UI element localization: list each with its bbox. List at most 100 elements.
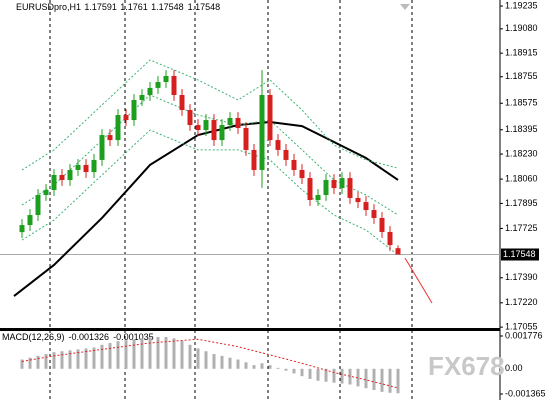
candle-body	[67, 169, 73, 180]
macd-bar	[204, 351, 208, 369]
macd-bar	[156, 337, 160, 369]
macd-bar	[36, 355, 40, 369]
macd-bar	[76, 349, 80, 369]
indicator-line	[21, 59, 399, 171]
macd-bar	[28, 357, 32, 369]
candle-body	[363, 202, 369, 211]
macd-bar	[348, 368, 352, 385]
candle-body	[347, 178, 353, 198]
candle-body	[299, 169, 305, 179]
candle-body	[91, 159, 97, 173]
candle-body	[267, 94, 273, 141]
macd-bar	[68, 350, 72, 369]
candle-body	[235, 117, 241, 128]
macd-bar	[92, 347, 96, 369]
macd-bar	[380, 368, 384, 392]
trend-line	[404, 257, 433, 304]
last-price-box	[501, 248, 539, 261]
header-low: 1.17548	[151, 2, 184, 12]
macd-bar	[140, 338, 144, 369]
header-close: 1.17548	[188, 2, 221, 12]
macd-bar	[212, 354, 216, 369]
candle-body	[75, 164, 81, 170]
candle-body	[387, 231, 393, 246]
candle-body	[275, 140, 281, 150]
y-tick-label: 1.17725	[505, 223, 538, 233]
candle-body	[19, 225, 25, 233]
macd-bar	[44, 354, 48, 369]
y-tick-label: 1.18915	[505, 48, 538, 58]
macd-bar	[180, 341, 184, 369]
indicator-line	[21, 338, 399, 389]
y-tick-label: 1.18060	[505, 173, 538, 183]
y-tick-label: 1.18230	[505, 148, 538, 158]
candle-body	[147, 87, 153, 95]
y-tick-label: -0.001365	[505, 388, 546, 398]
indicator-line	[21, 129, 399, 256]
macd-bar	[52, 352, 56, 369]
macd-bar	[364, 368, 368, 389]
candle-body	[139, 94, 145, 101]
candle-body	[331, 179, 337, 189]
y-tick-label: 0.001776	[505, 330, 543, 340]
candle-body	[355, 197, 361, 203]
candle-body	[83, 164, 89, 173]
candle-body	[379, 217, 385, 232]
candle-body	[283, 149, 289, 160]
price-header: EURUSDpro,H1 1.17591 1.1761 1.17548 1.17548	[16, 2, 220, 12]
candle-body	[339, 178, 345, 189]
macd-bar	[100, 344, 104, 369]
macd-bar	[284, 368, 288, 371]
candle-body	[243, 127, 249, 150]
candle-body	[395, 248, 401, 255]
macd-bar	[108, 342, 112, 369]
candle-body	[27, 215, 33, 226]
macd-bar	[332, 368, 336, 383]
candle-body	[323, 179, 329, 196]
macd-bar	[164, 337, 168, 369]
candle-body	[307, 178, 313, 201]
y-tick-label: 1.17220	[505, 297, 538, 307]
separators	[49, 0, 413, 400]
macd-bar	[116, 341, 120, 369]
candle-body	[179, 94, 185, 111]
candle-body	[259, 94, 265, 170]
macd-bar	[260, 363, 264, 369]
candle-body	[171, 75, 177, 95]
macd-bar	[396, 368, 400, 394]
candle-body	[187, 110, 193, 126]
candle-body	[203, 120, 209, 131]
macd-bar	[300, 368, 304, 377]
candle-body	[35, 195, 41, 216]
macd-bar	[324, 368, 328, 382]
candle-body	[219, 125, 225, 141]
candle-body	[43, 189, 49, 196]
y-tick-label: 1.18395	[505, 124, 538, 134]
macd-bar	[20, 359, 24, 369]
candle-body	[371, 210, 377, 218]
macd-bar	[308, 368, 312, 379]
candle-body	[123, 115, 129, 121]
macd-bar	[244, 362, 248, 369]
header-open: 1.17591	[84, 2, 117, 12]
macd-bar	[188, 344, 192, 369]
candle-body	[315, 195, 321, 201]
macd-bar	[276, 367, 280, 369]
macd-bar	[340, 368, 344, 384]
candle-body	[163, 75, 169, 83]
candle-body	[51, 174, 57, 190]
macd-value: -0.001326	[69, 332, 110, 342]
macd-bar	[292, 368, 296, 374]
macd-header: MACD(12,26,9) -0.001326 -0.001035	[2, 332, 154, 342]
candle-body	[155, 82, 161, 88]
candle-body	[115, 115, 121, 141]
signal-value: -0.001035	[113, 332, 154, 342]
y-tick-label: 1.19080	[505, 23, 538, 33]
symbol: EURUSDpro,H1	[16, 2, 81, 12]
candle-body	[107, 135, 113, 141]
last-price-label: 1.17548	[503, 249, 536, 259]
macd-bar	[196, 348, 200, 369]
candle-body	[251, 149, 257, 170]
y-tick-label: 1.17895	[505, 198, 538, 208]
